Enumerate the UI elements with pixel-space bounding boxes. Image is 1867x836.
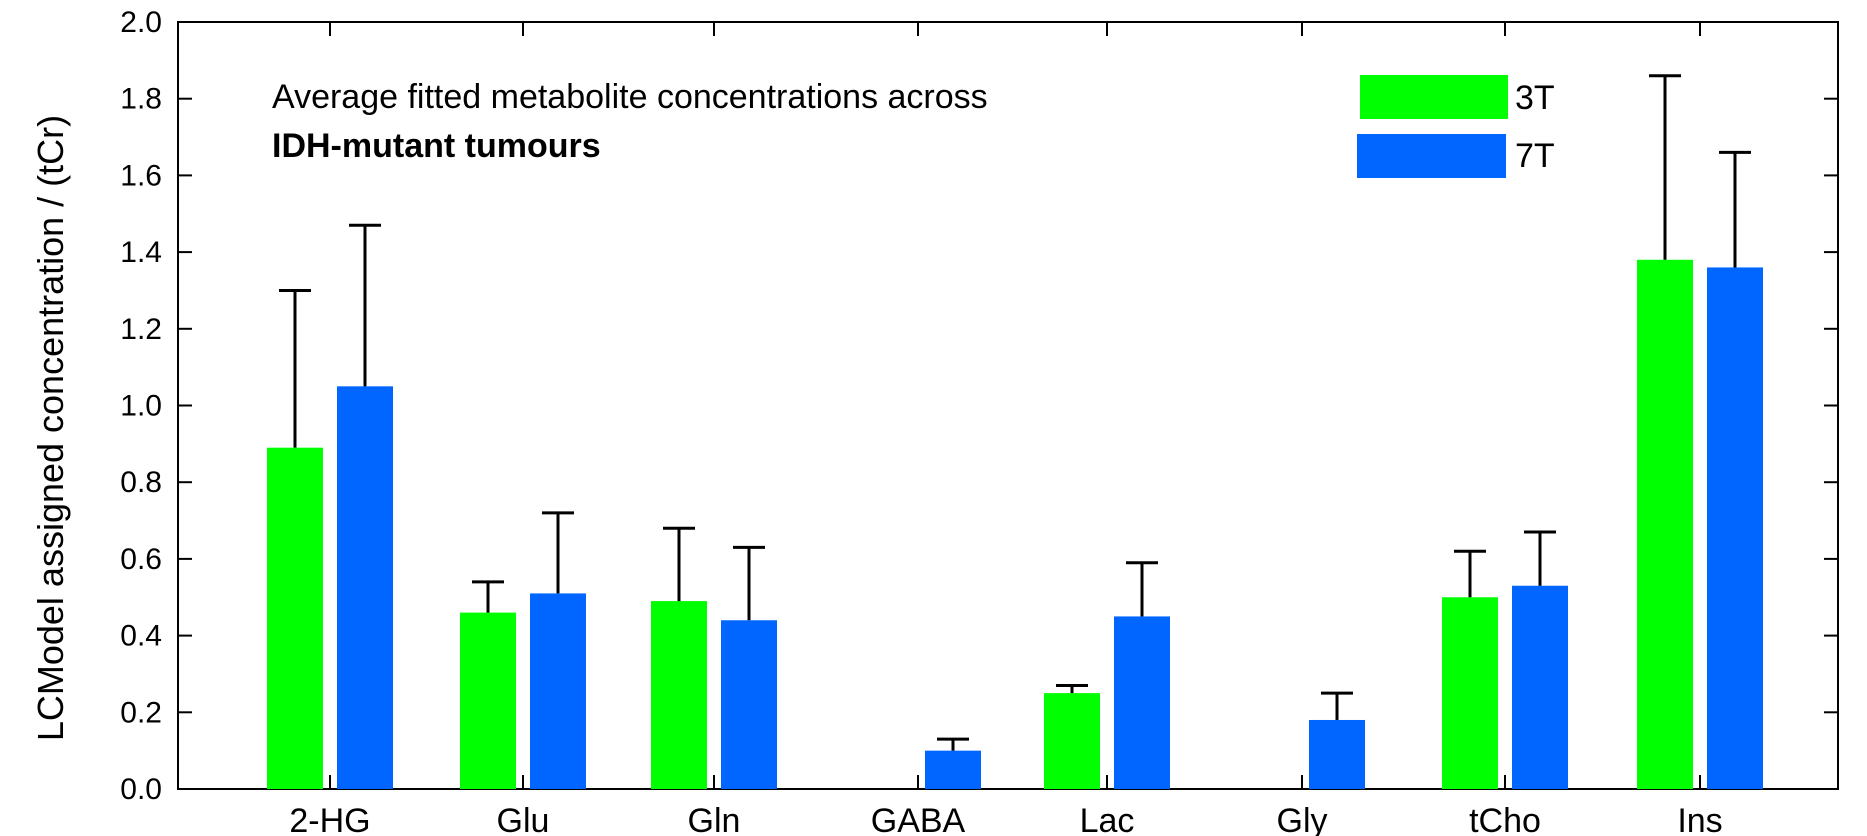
- y-tick-label: 1.6: [120, 159, 162, 192]
- y-tick-label: 0.2: [120, 696, 162, 729]
- chart-title-line-1: Average fitted metabolite concentrations…: [272, 78, 988, 116]
- legend-swatch-3t: [1360, 75, 1508, 119]
- y-tick-label: 1.2: [120, 313, 162, 346]
- y-tick-label: 1.0: [120, 390, 162, 423]
- bar-3t-gln: [651, 601, 707, 789]
- x-category-label: 2-HG: [289, 802, 370, 836]
- bar-7t-ins: [1707, 267, 1763, 789]
- legend-swatch-7t: [1357, 134, 1506, 178]
- y-tick-label: 1.4: [120, 236, 162, 269]
- bar-3t-lac: [1044, 693, 1100, 789]
- x-category-label: Gly: [1277, 802, 1328, 836]
- x-category-label: Gln: [688, 802, 741, 836]
- bar-3t-glu: [460, 612, 516, 789]
- y-tick-label: 0.6: [120, 543, 162, 576]
- bar-7t-gln: [721, 620, 777, 789]
- bar-7t-tcho: [1512, 585, 1568, 789]
- x-category-label: Ins: [1677, 802, 1722, 836]
- y-tick-label: 0.4: [120, 620, 162, 653]
- bar-3t-tcho: [1442, 597, 1498, 789]
- bar-7t-gly: [1309, 719, 1365, 789]
- y-tick-label: 0.8: [120, 466, 162, 499]
- bar-7t-glu: [530, 593, 586, 789]
- bar-3t-2-hg: [267, 447, 323, 789]
- bar-7t-2-hg: [337, 386, 393, 789]
- bar-7t-lac: [1114, 616, 1170, 789]
- y-tick-label: 0.0: [120, 773, 162, 806]
- chart-title-line-2: IDH-mutant tumours: [272, 127, 601, 165]
- bar-3t-ins: [1637, 259, 1693, 789]
- legend-label-3t: 3T: [1515, 79, 1555, 117]
- y-tick-label: 1.8: [120, 83, 162, 116]
- x-category-label: Glu: [497, 802, 550, 836]
- x-category-label: Lac: [1080, 802, 1135, 836]
- x-category-label: tCho: [1469, 802, 1541, 836]
- axes-group: 0.0 0.2 0.4 0.6 0.8 1.0 1.2 1.4 1.6 1.8 2.0 2-HG Glu…: [120, 6, 1838, 836]
- legend-label-7t: 7T: [1515, 137, 1555, 175]
- bar-7t-gaba: [925, 750, 981, 789]
- y-axis-label: LCModel assigned concentration / (tCr): [30, 115, 71, 741]
- bars-group: [267, 74, 1763, 789]
- legend: 3T 7T: [1357, 75, 1555, 178]
- y-tick-label: 2.0: [120, 6, 162, 39]
- x-category-label: GABA: [871, 802, 966, 836]
